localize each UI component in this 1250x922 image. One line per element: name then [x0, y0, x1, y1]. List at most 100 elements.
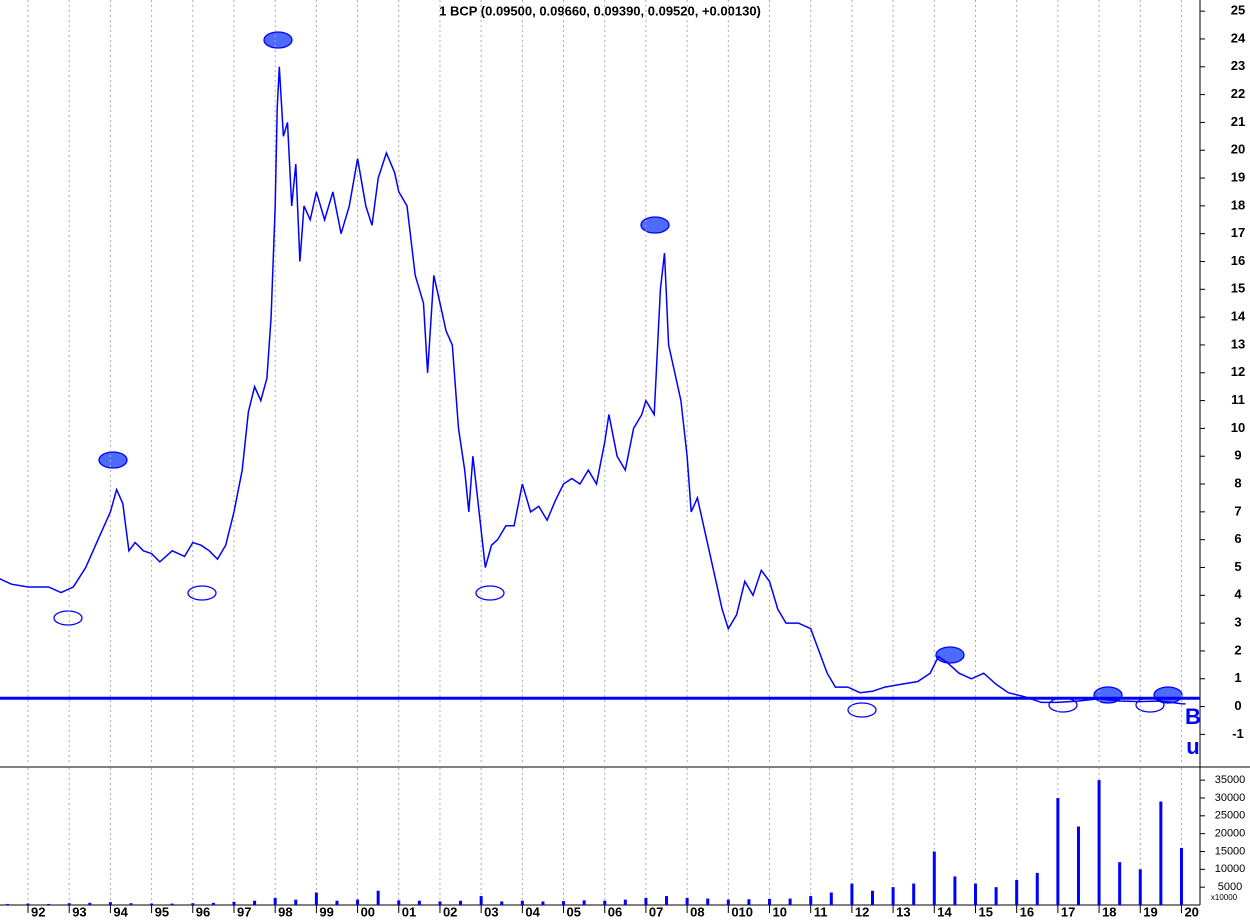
y-tick-label: 24 — [1231, 30, 1246, 45]
volume-bar — [685, 897, 689, 905]
y-tick-label: 4 — [1234, 587, 1242, 602]
x-tick-label: 11 — [814, 904, 828, 919]
x-tick-label: 19 — [1143, 904, 1157, 919]
x-tick-label: 10 — [773, 904, 787, 919]
y-tick-label: 5 — [1234, 559, 1241, 574]
volume-bar — [768, 898, 772, 905]
y-tick-label: 20 — [1231, 142, 1245, 157]
y-tick-label: 16 — [1231, 253, 1245, 268]
volume-bar — [294, 899, 298, 905]
volume-bar — [871, 890, 875, 905]
volume-bar — [1035, 872, 1039, 905]
y-tick-label: 8 — [1234, 475, 1241, 490]
x-tick-label: 04 — [525, 904, 540, 919]
x-tick-label: 02 — [443, 904, 457, 919]
volume-bar — [438, 901, 442, 905]
volume-bar — [1159, 801, 1163, 905]
x-tick-label: 92 — [31, 904, 45, 919]
volume-bar — [603, 900, 607, 905]
volume-bar — [850, 883, 854, 905]
volume-bar — [232, 901, 236, 905]
x-tick-label: 93 — [72, 904, 86, 919]
volume-bar — [973, 883, 977, 905]
volume-bar — [47, 903, 51, 905]
volume-bar — [932, 851, 936, 905]
volume-bar — [706, 898, 710, 905]
y-tick-label: 25 — [1231, 3, 1245, 18]
x-tick-label: 98 — [278, 904, 292, 919]
volume-bar — [1138, 869, 1142, 905]
x-tick-label: 16 — [1020, 904, 1034, 919]
x-tick-label: 07 — [649, 904, 663, 919]
x-tick-label: 20 — [1184, 904, 1198, 919]
volume-bar — [562, 901, 566, 905]
y-tick-label: 17 — [1231, 225, 1245, 240]
volume-bar — [541, 901, 545, 905]
volume-bar — [829, 892, 833, 905]
y-tick-label: 19 — [1231, 169, 1245, 184]
x-tick-label: 18 — [1102, 904, 1116, 919]
volume-bar — [314, 892, 318, 905]
annotation: u — [1186, 734, 1199, 759]
volume-bar — [356, 899, 360, 905]
volume-bar — [726, 899, 730, 905]
volume-bar — [26, 903, 30, 905]
y-tick-label: 10000 — [1215, 863, 1246, 875]
x-tick-label: 94 — [113, 904, 128, 919]
volume-bar — [170, 903, 174, 905]
x-tick-label: 97 — [237, 904, 251, 919]
volume-bar — [5, 903, 9, 905]
volume-bar — [88, 902, 92, 905]
volume-bar — [582, 900, 586, 905]
y-tick-label: 35000 — [1215, 774, 1246, 786]
y-tick-label: 12 — [1231, 364, 1245, 379]
chart-title: 1 BCP (0.09500, 0.09660, 0.09390, 0.0952… — [439, 3, 761, 18]
volume-bar — [1015, 880, 1019, 905]
volume-bar — [520, 900, 524, 905]
x-tick-label: 17 — [1061, 904, 1075, 919]
y-tick-label: 11 — [1231, 392, 1245, 407]
volume-bar — [1076, 826, 1080, 905]
y-tick-label: 20000 — [1215, 828, 1246, 840]
volume-bar — [273, 897, 277, 905]
volume-bar — [891, 887, 895, 905]
x-tick-label: 96 — [196, 904, 210, 919]
y-tick-label: 15 — [1231, 281, 1245, 296]
volume-bar — [1097, 780, 1101, 905]
volume-bar — [623, 899, 627, 905]
axis-unit-label: x10000 — [1211, 893, 1238, 902]
volume-bar — [1179, 847, 1183, 905]
volume-bar — [150, 903, 154, 905]
x-tick-label: 03 — [484, 904, 498, 919]
y-tick-label: 30000 — [1215, 792, 1246, 804]
volume-bar — [1118, 862, 1122, 905]
y-tick-label: 18 — [1231, 197, 1245, 212]
y-tick-label: 22 — [1231, 86, 1245, 101]
volume-bar — [253, 900, 257, 905]
x-tick-label: 01 — [402, 904, 416, 919]
y-tick-label: 23 — [1231, 58, 1245, 73]
y-tick-label: 10 — [1231, 420, 1245, 435]
x-tick-label: 010 — [731, 904, 753, 919]
y-tick-label: -1 — [1232, 726, 1244, 741]
volume-bar — [211, 902, 215, 905]
volume-bar — [953, 876, 957, 905]
y-tick-label: 6 — [1234, 531, 1241, 546]
x-tick-label: 06 — [608, 904, 622, 919]
x-tick-label: 14 — [937, 904, 952, 919]
volume-bar — [129, 903, 133, 905]
volume-bar — [108, 902, 112, 905]
volume-bar — [397, 900, 401, 905]
volume-bar — [479, 896, 483, 905]
volume-bar — [788, 898, 792, 905]
volume-bar — [912, 883, 916, 905]
y-tick-label: 5000 — [1218, 881, 1242, 893]
volume-bar — [500, 901, 504, 905]
volume-bar — [459, 900, 463, 905]
volume-bar — [994, 887, 998, 905]
volume-bar — [1056, 797, 1060, 905]
x-tick-label: 15 — [978, 904, 992, 919]
y-tick-label: 7 — [1234, 503, 1241, 518]
y-tick-label: 14 — [1231, 309, 1246, 324]
